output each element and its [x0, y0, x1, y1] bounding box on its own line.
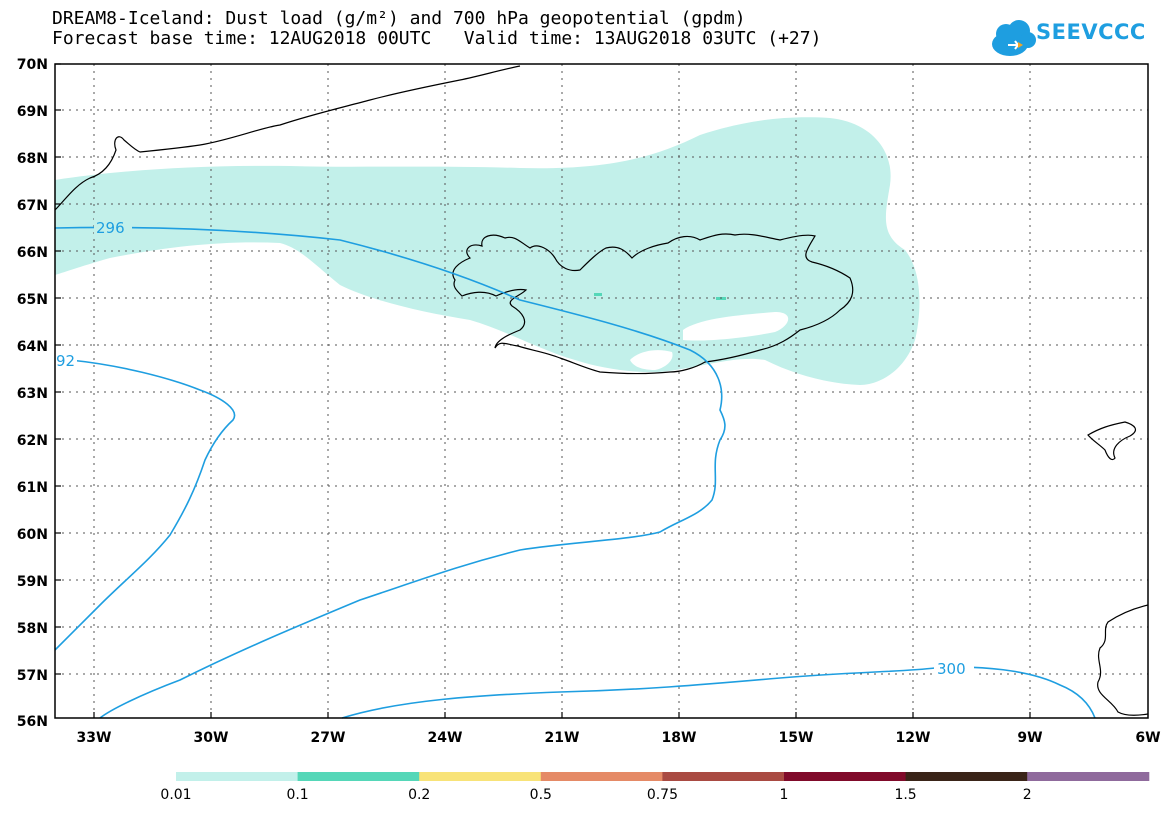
colorbar-label: 0.75 [647, 787, 678, 803]
colorbar-label: 0.1 [286, 787, 308, 803]
lat-label: 56N [17, 714, 48, 730]
coast-iceland [452, 233, 854, 375]
lat-label: 70N [17, 57, 48, 73]
longitude-labels: 33W 30W 27W 24W 21W 18W 15W 12W 9W 6W [77, 730, 1161, 746]
colorbar-swatch [540, 772, 663, 781]
colorbar-swatch [662, 772, 785, 781]
axis-ticks [55, 63, 1031, 718]
forecast-time-line: Forecast base time: 12AUG2018 00UTC Vali… [52, 28, 822, 49]
colorbar-label: 1.5 [894, 787, 916, 803]
lon-label: 12W [896, 730, 931, 746]
colorbar-label: 0.01 [160, 787, 191, 803]
coastlines [54, 65, 1149, 716]
map-frame [55, 64, 1148, 718]
map-border [54, 63, 1149, 719]
coast-faroe [1087, 421, 1137, 461]
lat-label: 68N [17, 151, 48, 167]
lon-label: 27W [311, 730, 346, 746]
lon-label: 6W [1135, 730, 1160, 746]
colorbar-label: 0.5 [530, 787, 552, 803]
colorbar-swatch [419, 772, 542, 781]
lat-label: 61N [17, 480, 48, 496]
colorbar-swatch [905, 772, 1028, 781]
lat-label: 59N [17, 574, 48, 590]
contour-292 [54, 359, 236, 651]
latitude-labels: 70N 69N 68N 67N 66N 65N 64N 63N 62N 61N … [17, 57, 48, 730]
lon-label: 24W [428, 730, 463, 746]
contour-label-300: 300 [937, 660, 966, 678]
lon-label: 30W [194, 730, 229, 746]
lat-label: 66N [17, 245, 48, 261]
colorbar-swatch [297, 772, 420, 781]
colorbar-label: 1 [780, 787, 789, 803]
map-title: DREAM8-Iceland: Dust load (g/m²) and 700… [52, 8, 746, 29]
colorbar-label: 2 [1023, 787, 1032, 803]
lon-label: 21W [545, 730, 580, 746]
dust-plume-low [55, 117, 920, 385]
logo-text: SEEVCCC [1036, 20, 1146, 44]
lon-label: 9W [1017, 730, 1042, 746]
colorbar-swatch [176, 772, 299, 781]
lon-label: 18W [662, 730, 697, 746]
contour-label-296: 296 [96, 219, 125, 237]
lon-label: 33W [77, 730, 112, 746]
lon-label: 15W [779, 730, 814, 746]
lat-label: 62N [17, 433, 48, 449]
dust-gap-south [630, 350, 673, 370]
dust-gap-east [683, 312, 789, 341]
contour-label-292: 92 [56, 352, 75, 370]
lat-label: 57N [17, 668, 48, 684]
colorbar-swatch [1027, 772, 1150, 781]
lat-label: 64N [17, 339, 48, 355]
colorbar-swatch [784, 772, 907, 781]
coast-greenland [54, 65, 521, 211]
lat-label: 58N [17, 621, 48, 637]
lat-label: 65N [17, 292, 48, 308]
contour-296 [54, 226, 726, 719]
lat-label: 60N [17, 527, 48, 543]
lat-label: 63N [17, 386, 48, 402]
lat-label: 67N [17, 198, 48, 214]
geopotential-contours [54, 226, 1096, 719]
coast-scotland [1097, 604, 1149, 716]
cloud-icon [992, 20, 1036, 56]
colorbar-label: 0.2 [408, 787, 430, 803]
colorbar: 0.01 0.1 0.2 0.5 0.75 1 1.5 2 [160, 772, 1150, 803]
seevccc-logo [992, 20, 1036, 56]
lat-label: 69N [17, 104, 48, 120]
contour-300 [341, 666, 1096, 719]
